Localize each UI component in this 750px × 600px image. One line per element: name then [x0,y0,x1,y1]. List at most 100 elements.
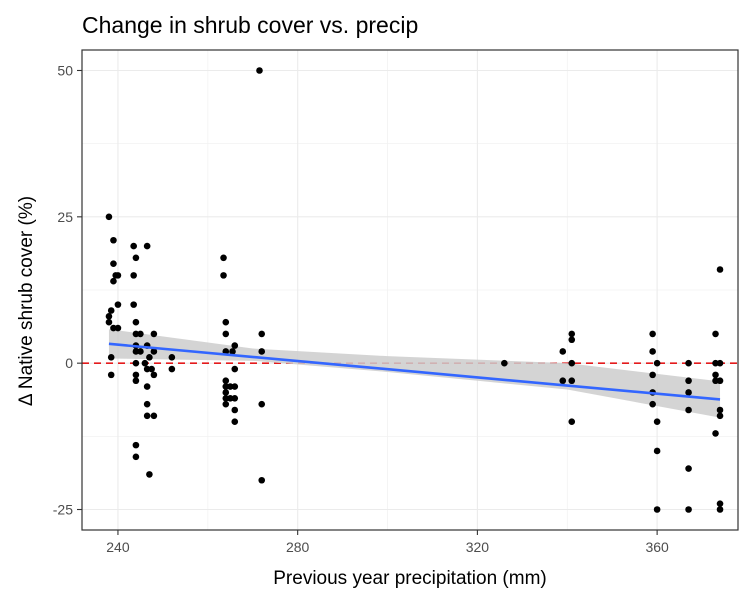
data-point [222,318,230,326]
data-point [716,412,724,420]
data-point [716,406,724,414]
data-point [568,336,576,344]
data-point [137,330,144,338]
data-point [685,506,692,513]
y-axis: -25 0 25 50 [53,62,82,518]
data-point [137,348,144,355]
data-point [712,330,719,338]
data-point [653,359,661,367]
data-points [105,67,724,513]
data-point [222,389,230,396]
data-point [716,359,724,367]
data-point [143,400,151,408]
x-axis-title: Previous year precipitation (mm) [273,568,546,589]
data-point [130,242,137,250]
y-tick-label: 50 [57,62,73,78]
data-point [107,371,115,379]
data-point [146,354,153,361]
data-point [143,242,151,250]
data-point [141,359,149,367]
data-point [107,307,115,314]
data-point [110,277,117,285]
data-point [168,365,176,373]
data-point [148,365,155,373]
data-point [649,330,656,338]
data-point [231,342,239,349]
data-point [716,506,724,513]
data-point [559,348,567,355]
data-point [222,330,230,338]
data-point [220,254,227,262]
data-point [143,412,151,420]
data-point [222,377,230,385]
data-point [110,260,117,267]
trend-line [108,342,721,401]
data-point [132,377,140,385]
data-point [712,430,719,437]
data-point [649,348,656,355]
data-point [716,377,724,385]
data-point [231,383,239,390]
data-point [150,348,158,355]
data-point [568,359,576,367]
x-axis: 240 280 320 360 [106,530,669,555]
data-point [150,330,158,338]
data-point [685,377,692,385]
plot-border [81,49,739,531]
data-point [105,318,113,326]
data-point [712,371,719,379]
data-point [231,406,239,414]
data-point [132,359,140,367]
data-point [653,447,661,455]
minor-gridlines [82,50,738,530]
data-point [685,359,692,367]
data-point [231,418,239,426]
data-point [220,272,227,279]
data-point [105,313,113,320]
x-tick-label: 360 [645,539,669,555]
data-point [568,418,576,426]
data-point [256,67,263,74]
data-point [653,506,661,513]
x-tick-label: 240 [106,539,130,555]
data-point [649,371,656,379]
data-point [132,254,140,262]
data-point [107,354,115,361]
data-point [130,272,137,279]
x-tick-label: 280 [286,539,310,555]
data-point [649,400,656,408]
data-point [685,406,692,414]
data-point [114,324,122,332]
data-point [501,359,508,367]
data-point [130,301,137,308]
data-point [146,471,153,478]
data-point [231,394,239,402]
data-point [653,418,661,426]
data-point [229,348,236,355]
data-point [685,389,692,396]
data-point [143,383,151,390]
data-point [231,365,239,373]
data-point [114,301,122,308]
data-point [114,272,122,279]
data-point [716,500,724,507]
data-point [132,371,140,379]
data-point [150,371,158,379]
data-point [559,377,567,385]
y-tick-label: 0 [65,355,73,371]
chart-title: Change in shrub cover vs. precip [82,12,418,38]
data-point [716,266,724,273]
data-point [105,213,113,221]
y-axis-title: Δ Native shrub cover (%) [16,196,37,406]
data-point [258,476,266,484]
data-point [568,330,576,338]
data-point [168,354,176,361]
y-tick-label: -25 [53,502,73,518]
x-tick-label: 320 [466,539,490,555]
data-point [132,441,140,449]
data-point [258,330,266,338]
data-point [110,236,117,244]
data-point [150,412,158,420]
y-tick-label: 25 [57,209,73,225]
